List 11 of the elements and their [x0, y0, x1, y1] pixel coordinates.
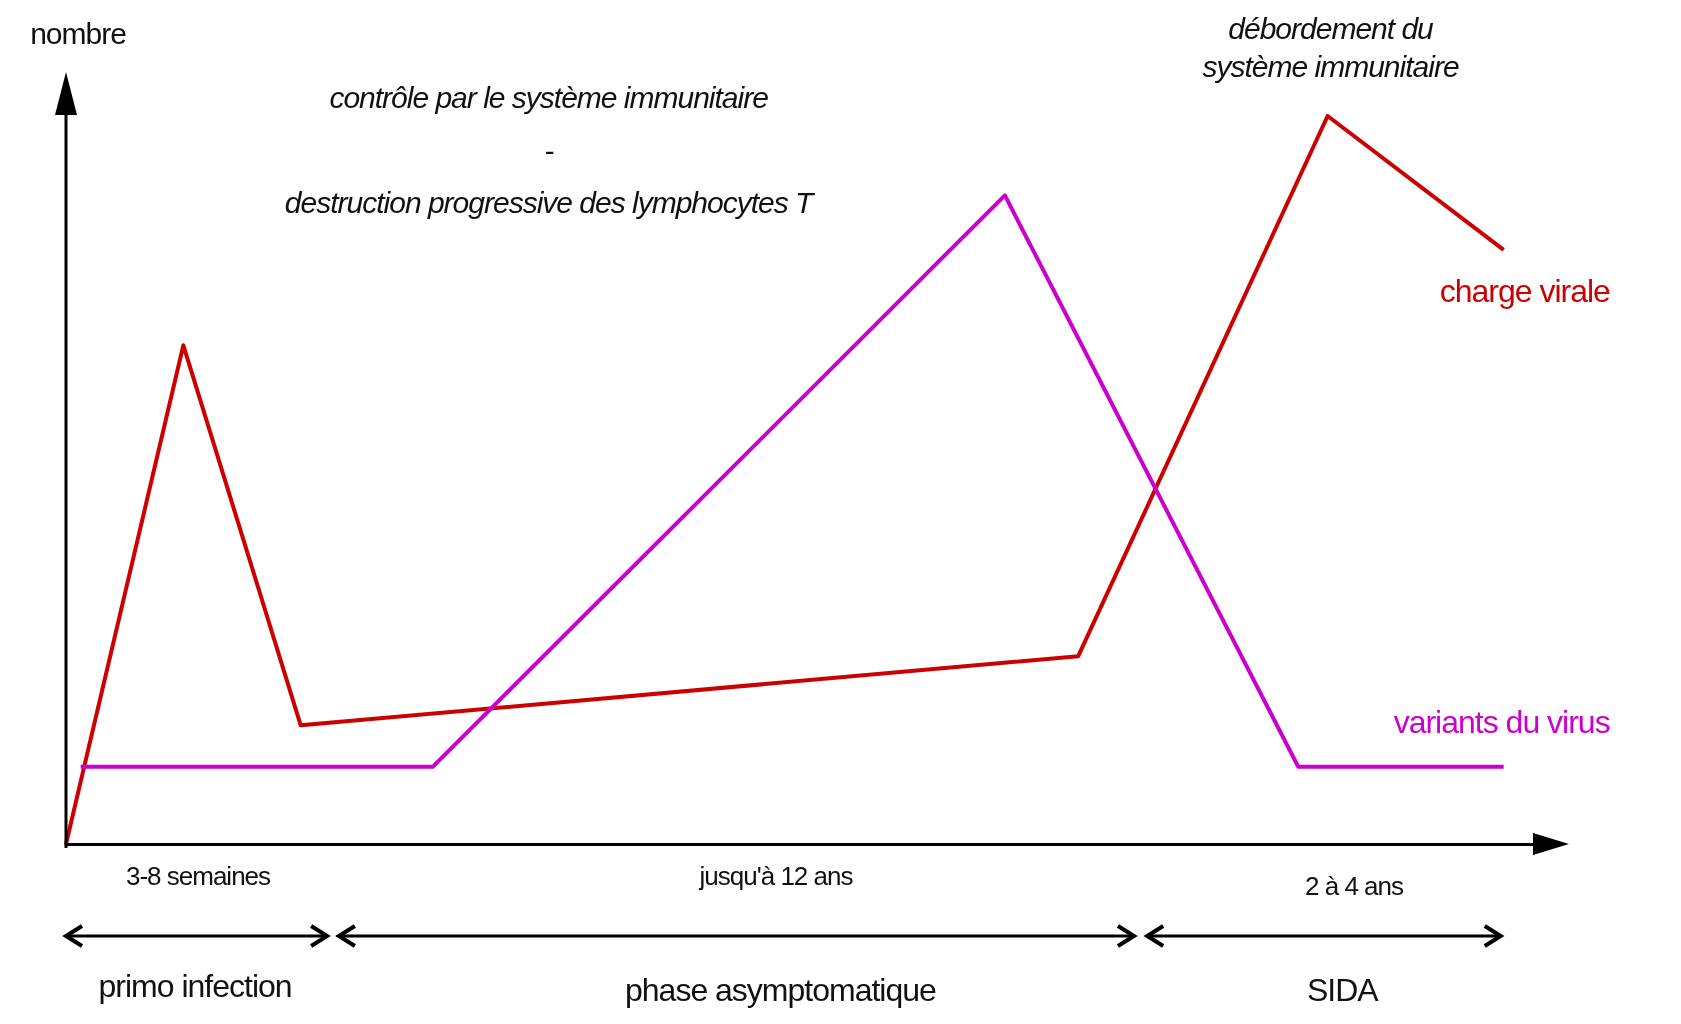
text: débordement du système immunitaire: [1202, 11, 1459, 85]
text: primo infection: [98, 967, 292, 1006]
text: 3-8 semaines: [125, 860, 271, 893]
text: jusqu'à 12 ans: [699, 860, 853, 893]
text: 2 à 4 ans: [1305, 870, 1404, 903]
text: phase asymptomatique: [624, 971, 936, 1010]
text: SIDA: [1306, 971, 1378, 1010]
annotation: contrôle par le système immunitaire - destruction progressive des lymphocytes T: [284, 80, 813, 221]
y-axis-title: nombre: [30, 16, 126, 52]
series-label: charge virale: [1439, 271, 1610, 311]
series-label: variants du virus: [1393, 702, 1610, 742]
